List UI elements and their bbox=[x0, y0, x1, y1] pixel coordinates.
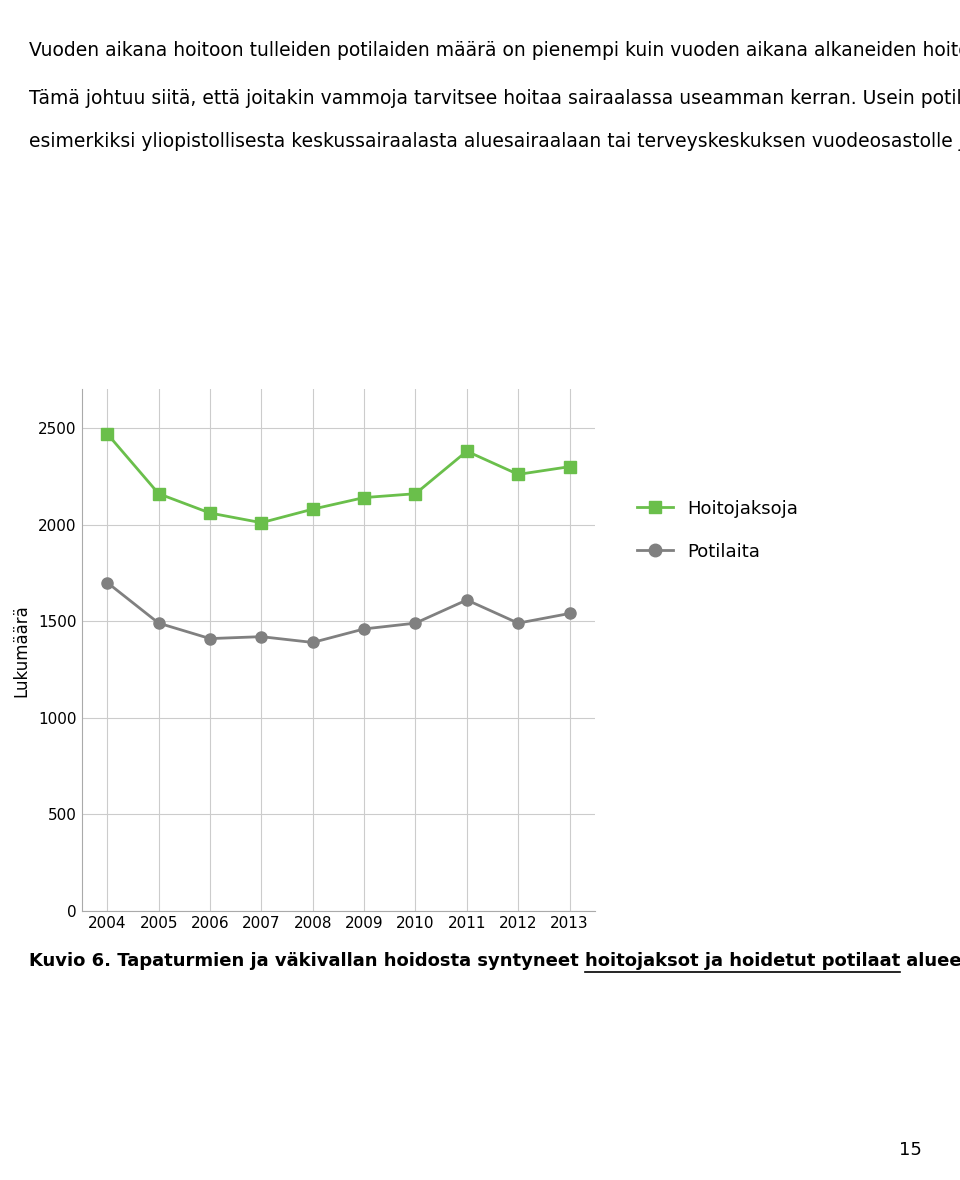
Text: esimerkiksi yliopistollisesta keskussairaalasta aluesairaalaan tai terveyskeskuk: esimerkiksi yliopistollisesta keskussair… bbox=[29, 132, 960, 151]
Y-axis label: Lukumäärä: Lukumäärä bbox=[12, 604, 30, 696]
Text: hoitojaksot ja hoidetut potilaat: hoitojaksot ja hoidetut potilaat bbox=[585, 952, 900, 970]
Text: Tämä johtuu siitä, että joitakin vammoja tarvitsee hoitaa sairaalassa useamman k: Tämä johtuu siitä, että joitakin vammoja… bbox=[29, 88, 960, 107]
Text: Vuoden aikana hoitoon tulleiden potilaiden määrä on pienempi kuin vuoden aikana : Vuoden aikana hoitoon tulleiden potilaid… bbox=[29, 41, 960, 60]
Legend: Hoitojaksoja, Potilaita: Hoitojaksoja, Potilaita bbox=[630, 492, 805, 568]
Text: 15: 15 bbox=[899, 1141, 922, 1159]
Text: Kuvio 6. Tapaturmien ja väkivallan hoidosta syntyneet: Kuvio 6. Tapaturmien ja väkivallan hoido… bbox=[29, 952, 585, 970]
Text: alueella vuosina 2004–2013, N.: alueella vuosina 2004–2013, N. bbox=[900, 952, 960, 970]
